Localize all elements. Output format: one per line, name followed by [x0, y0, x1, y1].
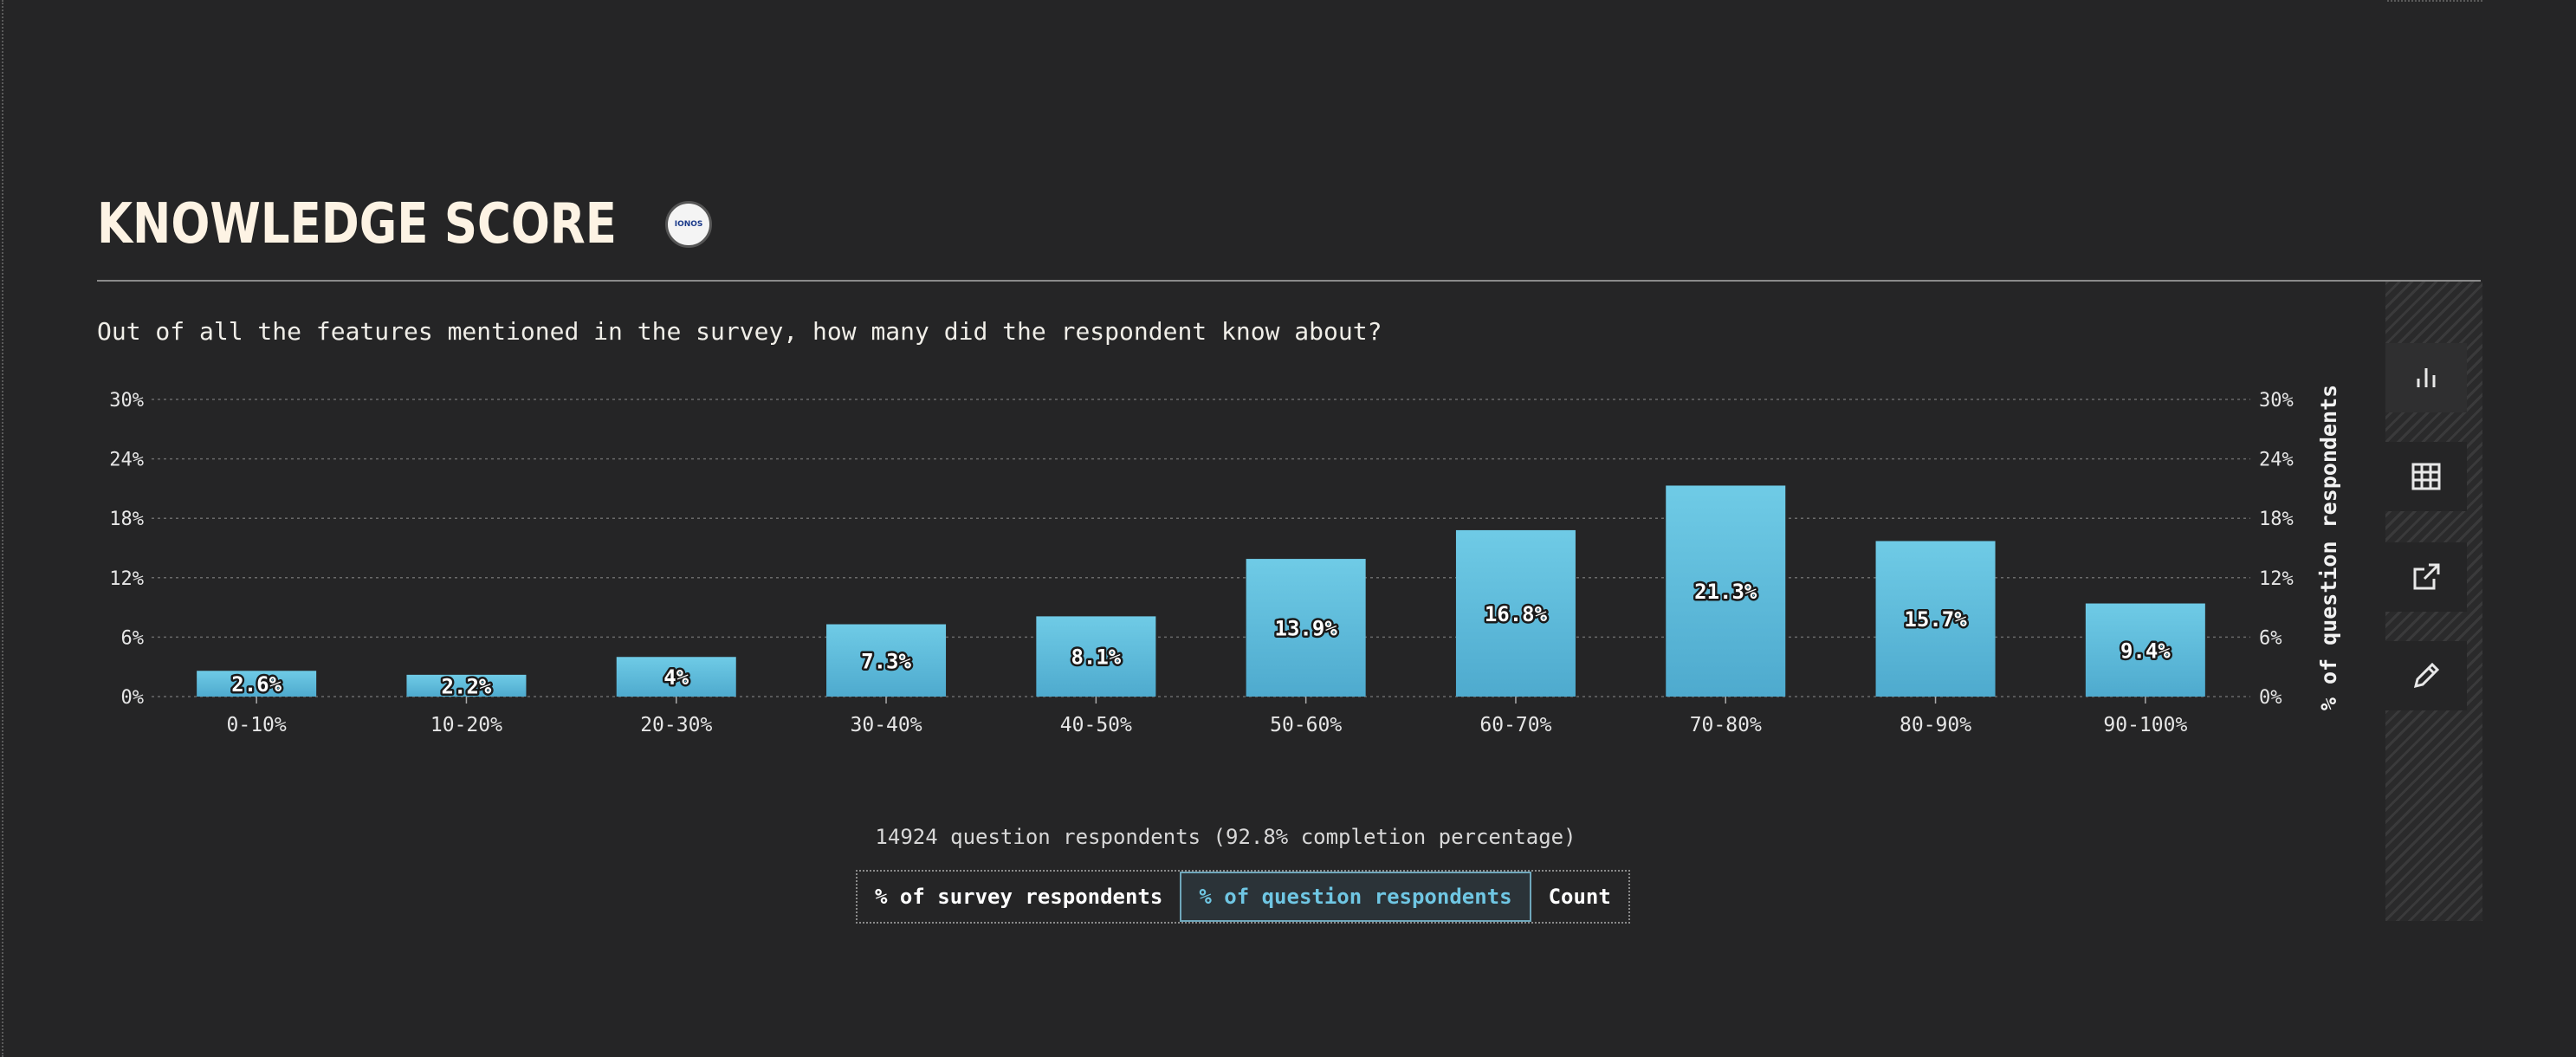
- x-tick-label: 50-60%: [1270, 714, 1342, 736]
- y-tick-label-right: 0%: [2259, 687, 2282, 709]
- bar-value-label: 15.7%: [1904, 607, 1967, 632]
- bar[interactable]: [1875, 541, 1996, 697]
- unit-survey-respondents-button[interactable]: % of survey respondents: [875, 885, 1163, 909]
- heading-divider: [97, 280, 2481, 282]
- bar-value-label: 9.4%: [2120, 639, 2171, 663]
- unit-question-respondents-button[interactable]: % of question respondents: [1180, 872, 1531, 922]
- unit-count-button[interactable]: Count: [1548, 885, 1611, 909]
- bar-value-label: 4%: [663, 665, 689, 690]
- y-tick-label-left: 18%: [109, 509, 144, 530]
- bar-value-label: 16.8%: [1485, 602, 1548, 626]
- bar-value-label: 13.9%: [1275, 617, 1338, 641]
- bar[interactable]: [1036, 616, 1156, 697]
- bar-chart: 0% 0% 6% 6% 12% 12% 18% 18% 24% 24% 30% 30% 2.6% 0-1…: [109, 385, 2341, 736]
- chart-description: Out of all the features mentioned in the…: [97, 317, 1382, 346]
- top-divider: [2387, 0, 2482, 3]
- sponsor-logo-text: IONOS: [674, 220, 703, 229]
- pencil-icon: [2413, 662, 2440, 689]
- respondents-summary: 14924 question respondents (92.8% comple…: [875, 825, 1576, 849]
- page-title: KNOWLEDGE SCORE: [97, 192, 617, 256]
- x-tick-label: 20-30%: [640, 714, 712, 736]
- bar-value-label: 2.2%: [442, 674, 492, 698]
- bar[interactable]: [197, 671, 317, 697]
- x-tick-label: 10-20%: [430, 714, 502, 736]
- bar[interactable]: [826, 624, 947, 697]
- chart-view-button[interactable]: [2385, 343, 2467, 412]
- x-tick-label: 0-10%: [227, 714, 287, 736]
- block-heading: KNOWLEDGE SCORE IONOS: [97, 185, 713, 263]
- bar[interactable]: [2085, 603, 2205, 697]
- share-button[interactable]: [2385, 542, 2467, 612]
- y-tick-label-right: 18%: [2259, 509, 2294, 530]
- sponsor-logo[interactable]: IONOS: [665, 201, 713, 248]
- x-tick-label: 60-70%: [1479, 714, 1551, 736]
- table-view-button[interactable]: [2385, 442, 2467, 511]
- bar[interactable]: [1666, 485, 1786, 697]
- page-border: [2, 0, 3, 1057]
- bar[interactable]: [1246, 559, 1366, 697]
- x-tick-label: 30-40%: [851, 714, 922, 736]
- edit-button[interactable]: [2385, 641, 2467, 710]
- bar-value-label: 8.1%: [1071, 645, 1121, 670]
- external-link-icon: [2413, 563, 2440, 590]
- unit-selector: % of survey respondents % of question re…: [856, 870, 1630, 924]
- bar-value-label: 21.3%: [1694, 580, 1757, 604]
- y-tick-label-right: 6%: [2259, 627, 2282, 649]
- y-tick-label-left: 6%: [121, 627, 145, 649]
- y-tick-label-left: 0%: [121, 687, 145, 709]
- bar-value-label: 2.6%: [231, 672, 282, 697]
- y-tick-label-left: 12%: [109, 568, 144, 590]
- x-tick-label: 90-100%: [2103, 714, 2187, 736]
- y-axis-title: % of question respondents: [2316, 385, 2341, 710]
- bar[interactable]: [406, 674, 527, 697]
- y-tick-label-right: 30%: [2259, 390, 2294, 412]
- y-tick-label-left: 30%: [109, 390, 144, 412]
- bar-value-label: 7.3%: [861, 649, 911, 673]
- x-tick-label: 40-50%: [1060, 714, 1132, 736]
- bar[interactable]: [1455, 529, 1576, 697]
- y-tick-label-right: 12%: [2259, 568, 2294, 590]
- x-tick-label: 70-80%: [1690, 714, 1762, 736]
- bar-chart-icon: [2417, 368, 2436, 387]
- x-tick-label: 80-90%: [1900, 714, 1971, 736]
- table-icon: [2411, 463, 2441, 490]
- y-tick-label-left: 24%: [109, 450, 144, 471]
- bar[interactable]: [616, 657, 736, 697]
- y-tick-label-right: 24%: [2259, 450, 2294, 471]
